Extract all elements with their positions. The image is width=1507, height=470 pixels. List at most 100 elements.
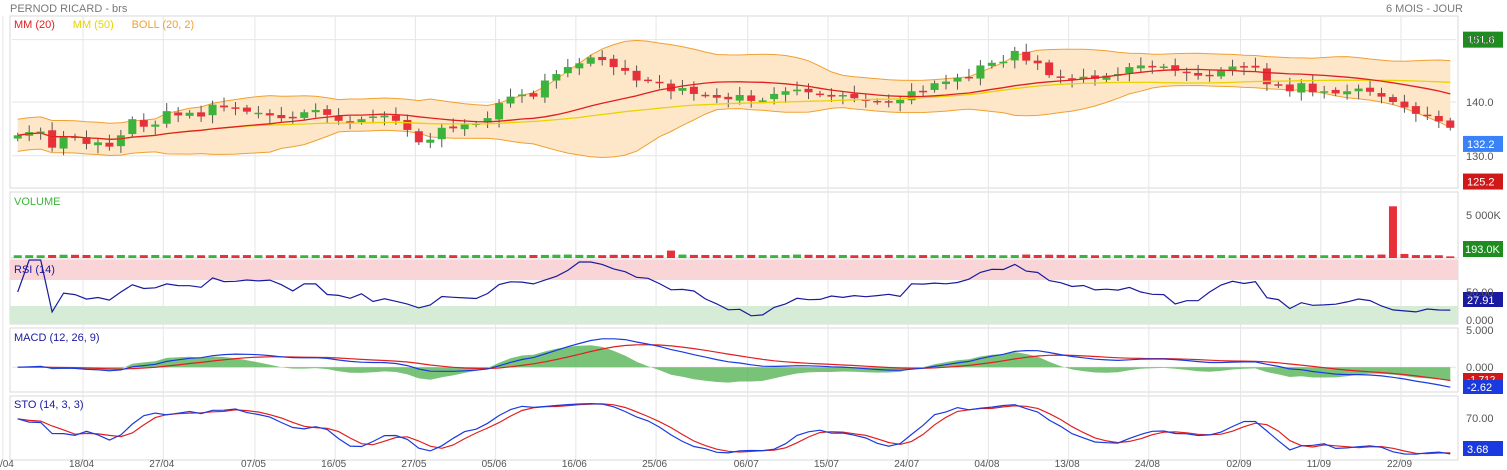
volume-tick-label: 5 000K [1466,210,1502,222]
candle [197,112,206,117]
volume-bar [1090,255,1100,258]
candle [1446,120,1455,128]
candle [1366,87,1375,92]
volume-bar [1320,255,1329,258]
volume-bars [13,206,1455,258]
volume-title: VOLUME [14,196,60,208]
rsi-tick-label: 0.000 [1466,315,1494,327]
panel-volume-frame [9,191,1459,259]
candle [449,126,458,129]
volume-bar [1400,253,1409,258]
candle [265,113,274,116]
volume-bar [1377,254,1386,258]
candle [1079,76,1088,79]
candle [598,56,607,61]
volume-bar [300,255,309,258]
period-label: 6 MOIS - JOUR [1385,3,1463,15]
mm50-line [17,79,1451,140]
candle [208,104,217,116]
candle [311,110,320,113]
candle [1434,115,1443,122]
candle [1033,60,1042,64]
volume-bar [1388,206,1397,258]
volume-bar [793,254,802,258]
candle [586,57,595,64]
volume-bar [1354,254,1363,258]
volume-bar [815,255,824,258]
candle [781,91,790,95]
volume-bar [999,255,1008,258]
volume-bar [586,254,595,258]
volume-bar [437,254,446,258]
volume-bar [185,255,194,258]
macd-signal-line [17,344,1451,382]
x-tick-label: 13/08 [1055,459,1080,470]
volume-bar [529,254,538,258]
volume-bar [896,254,905,258]
volume-bar [506,255,515,258]
sto-tick-label: 70.00 [1466,413,1494,425]
candle [758,100,767,102]
volume-bar [1217,254,1226,258]
sto-k-line [17,402,1451,455]
candle [162,111,171,124]
candle [838,95,847,97]
volume-bar [953,255,962,258]
volume-bar [36,255,45,258]
volume-bar [884,254,893,258]
volume-bar [1331,255,1340,258]
macd-badge [1463,380,1503,394]
sto-badge [1463,441,1503,456]
candle [575,63,584,69]
volume-bar [873,255,882,258]
instrument-title: PERNOD RICARD - brs [10,3,128,15]
volume-bar [1423,255,1432,258]
candle [380,115,389,118]
volume-bar [1113,255,1122,258]
volume-bar [1262,254,1271,258]
volume-bar [827,255,836,258]
x-tick-label: 03/04 [0,459,14,470]
candle [563,67,572,74]
candle [873,100,882,103]
candle [884,101,893,103]
volume-bar [59,254,68,258]
sto-badge-label: 3.68 [1467,444,1488,456]
volume-bar [838,254,847,258]
volume-badge [1463,241,1503,257]
volume-bar [346,254,355,258]
panel-macd-frame [9,327,1459,393]
volume-bar [128,255,137,258]
candle [1056,76,1065,78]
mm20-line [17,68,1451,140]
candle [930,83,939,90]
candle [770,93,779,100]
volume-bar [13,255,22,258]
candle [231,107,240,109]
stochastic-series [17,402,1451,455]
volume-bar [231,255,240,258]
volume-bar [1171,254,1180,258]
volume-bar [1056,254,1065,258]
volume-bar [93,255,102,258]
legend-label: MM (20) [14,19,55,31]
candle [1228,66,1237,71]
volume-bar [242,255,251,258]
volume-bar [1285,255,1294,258]
candle [1400,101,1409,108]
x-tick-label: 22/09 [1387,459,1412,470]
rsi-oversold-zone [10,306,1458,324]
candle [1308,83,1317,93]
volume-bar [575,254,584,258]
volume-bar [495,255,504,258]
value-badges: 151.6132.2125.2193.0K27.91-1.712-2.623.6… [1463,31,1503,456]
candle [323,109,332,115]
volume-badge-label: 193.0K [1465,244,1501,256]
x-tick-label: 25/06 [642,459,667,470]
axis-labels: MM (20) MM (50) BOLL (20, 2) 151.6 140.0 130.… [0,19,1502,470]
candle [1320,91,1329,93]
candle [529,93,538,97]
volume-bar [930,255,939,258]
candle [368,116,378,119]
